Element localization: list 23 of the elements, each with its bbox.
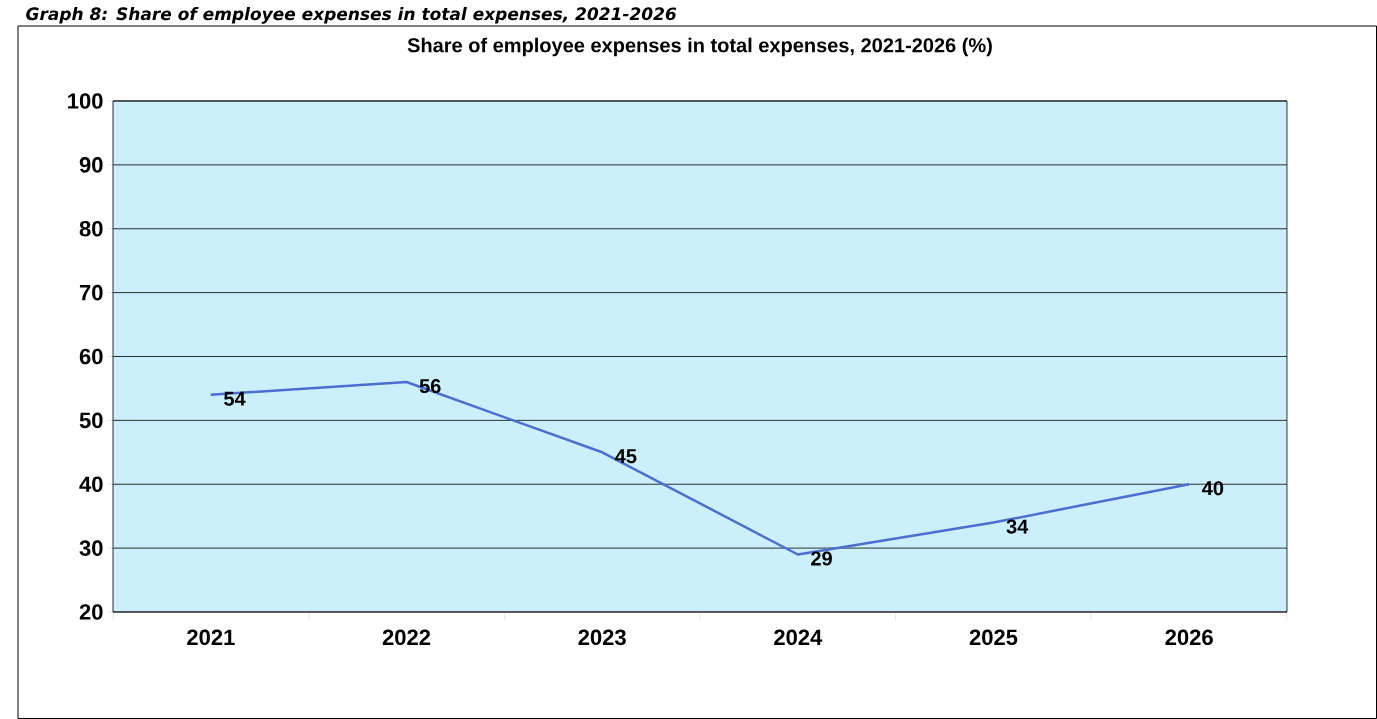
y-tick-label: 80 (79, 220, 103, 237)
x-tick-label: 2024 (774, 629, 823, 646)
chart-title: Share of employee expenses in total expenses, 2021-2026 (%) (407, 37, 992, 57)
data-label: 56 (419, 378, 441, 394)
data-label: 40 (1202, 481, 1224, 496)
y-tick-label: 100 (68, 93, 103, 109)
data-label: 34 (1006, 519, 1029, 534)
data-label: 29 (811, 551, 832, 566)
x-tick-label: 2023 (578, 629, 626, 646)
x-tick-label: 2021 (187, 629, 235, 646)
y-tick-label: 40 (79, 476, 103, 493)
x-tick-label: 2026 (1165, 629, 1213, 646)
data-label: 54 (224, 391, 246, 406)
y-tick-label: 20 (79, 604, 103, 620)
y-tick-label: 70 (79, 284, 103, 301)
caption: Graph 8: Share of employee expenses in total expenses, 2021-2026 (26, 7, 677, 24)
data-label: 45 (615, 449, 637, 464)
y-tick-label: 60 (79, 348, 103, 365)
y-tick-label: 90 (79, 157, 103, 173)
y-tick-label: 50 (79, 412, 103, 429)
y-tick-label: 30 (79, 540, 103, 556)
x-tick-label: 2025 (969, 629, 1018, 646)
x-tick-label: 2022 (382, 629, 431, 646)
